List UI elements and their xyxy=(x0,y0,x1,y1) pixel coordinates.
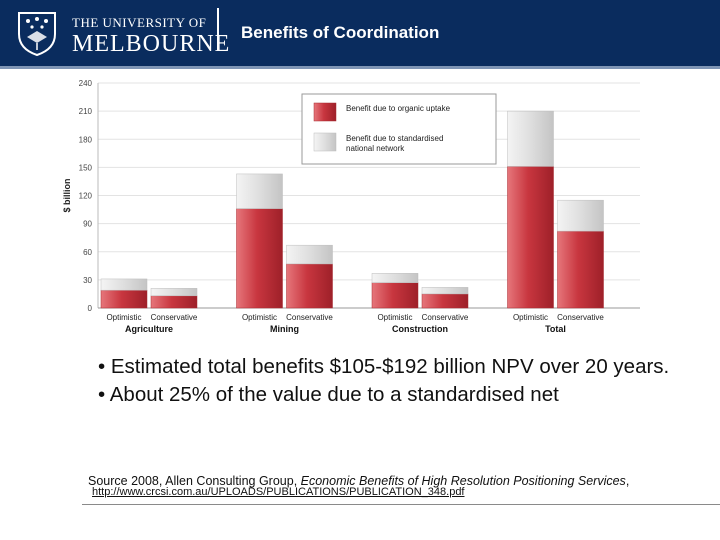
x-tick-label: Conservative xyxy=(286,313,333,322)
source-link[interactable]: http://www.crcsi.com.au/UPLOADS/PUBLICAT… xyxy=(92,486,465,498)
bar-segment xyxy=(100,289,148,309)
group-label: Total xyxy=(545,324,566,334)
group-label: Agriculture xyxy=(125,324,173,334)
legend-swatch xyxy=(313,102,337,122)
bar-segment xyxy=(421,293,469,309)
bar-segment xyxy=(150,295,198,309)
footer-rule xyxy=(82,504,720,505)
bar-segment xyxy=(421,287,469,295)
y-tick-label: 240 xyxy=(79,79,93,88)
header-bar: THE UNIVERSITY OF MELBOURNE Benefits of … xyxy=(0,0,720,66)
bar-segment xyxy=(371,282,419,309)
group-label: Construction xyxy=(392,324,448,334)
bar-segment xyxy=(100,278,148,291)
group-label: Mining xyxy=(270,324,299,334)
bar-segment xyxy=(507,166,554,309)
crest-icon xyxy=(18,12,56,56)
benefits-bar-chart: 0 30 60 90 120 150 180 210 240 $ billion Optimisti… xyxy=(62,76,642,346)
bar-segment xyxy=(286,244,333,265)
source-prefix: Source 2008, Allen Consulting Group, xyxy=(88,474,301,488)
x-tick-label: Optimistic xyxy=(242,313,277,322)
header-divider xyxy=(217,8,219,50)
source-publication-title: Economic Benefits of High Resolution Pos… xyxy=(300,474,626,488)
source-suffix: , xyxy=(625,474,630,488)
y-tick-label: 150 xyxy=(79,163,93,172)
university-name-line2: MELBOURNE xyxy=(72,31,231,57)
legend-label: Benefit due to standardised national netw… xyxy=(346,134,443,153)
y-tick-label: 30 xyxy=(83,276,92,285)
bar-segment xyxy=(557,230,604,309)
bar-segment xyxy=(507,110,554,167)
x-tick-label: Optimistic xyxy=(106,313,141,322)
y-tick-label: 180 xyxy=(79,135,93,144)
bar-segment xyxy=(371,273,419,283)
header-rule xyxy=(0,66,720,69)
bullet-list: • Estimated total benefits $105-$192 bil… xyxy=(98,353,698,409)
university-logo[interactable]: THE UNIVERSITY OF MELBOURNE xyxy=(12,8,229,58)
bar-segment xyxy=(150,288,198,297)
source-citation: Source 2008, Allen Consulting Group, Eco… xyxy=(88,474,629,488)
x-tick-label: Optimistic xyxy=(377,313,412,322)
university-name-line1: THE UNIVERSITY OF xyxy=(72,15,207,30)
y-tick-label: 120 xyxy=(79,192,93,201)
bar-segment xyxy=(236,208,283,309)
legend-swatch xyxy=(313,132,337,152)
slide-title: Benefits of Coordination xyxy=(241,23,440,42)
bullet-item: • Estimated total benefits $105-$192 bil… xyxy=(98,355,670,378)
x-tick-label: Optimistic xyxy=(513,313,548,322)
bar-segment xyxy=(236,173,283,209)
legend-box xyxy=(301,93,497,165)
y-tick-label: 90 xyxy=(83,220,92,229)
y-tick-label: 210 xyxy=(79,107,93,116)
legend-label: Benefit due to organic uptake xyxy=(346,104,451,113)
y-axis-label: $ billion xyxy=(62,178,72,212)
y-tick-label: 60 xyxy=(83,248,92,257)
bullet-item: • About 25% of the value due to a standa… xyxy=(98,383,559,406)
bar-segment xyxy=(286,263,333,309)
x-tick-label: Conservative xyxy=(151,313,198,322)
bar-segment xyxy=(557,199,604,232)
x-tick-label: Conservative xyxy=(557,313,604,322)
x-tick-label: Conservative xyxy=(422,313,469,322)
y-tick-label: 0 xyxy=(88,304,93,313)
